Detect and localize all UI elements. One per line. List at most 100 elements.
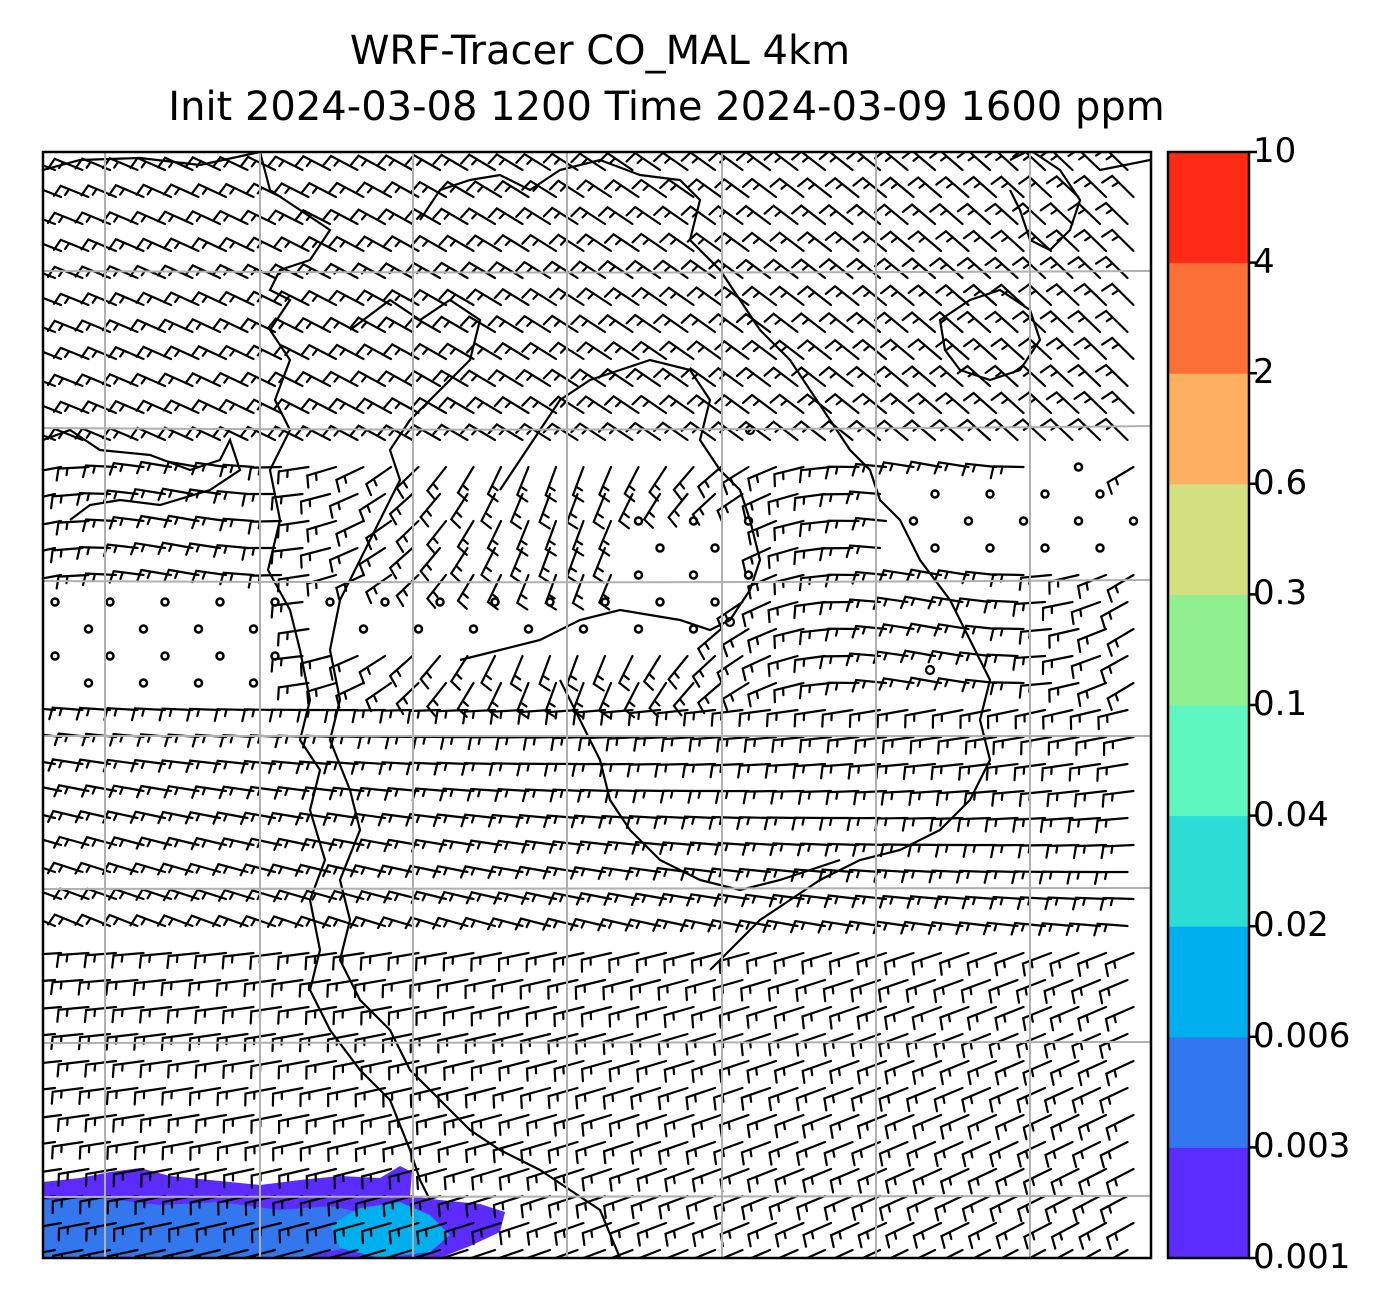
wind-barb: [597, 367, 634, 388]
wind-barb: [1070, 654, 1102, 680]
wind-barb: [907, 230, 943, 253]
wind-barb: [956, 310, 992, 334]
wind-barb: [1071, 1086, 1102, 1114]
wind-barb: [273, 182, 310, 199]
calm-marker: [138, 624, 149, 634]
wind-barb: [598, 465, 613, 503]
wind-barb: [43, 546, 57, 552]
calm-marker: [270, 597, 280, 607]
wind-barb: [223, 1167, 255, 1189]
wind-barb: [185, 759, 222, 774]
wind-barb: [277, 519, 310, 539]
wind-barb: [168, 1221, 200, 1243]
wind-barb: [824, 465, 860, 480]
wind-barb: [519, 1032, 552, 1055]
calm-marker: [985, 543, 995, 553]
wind-barb: [592, 546, 607, 584]
colorbar-label: 0.1: [1253, 684, 1308, 724]
wind-barb: [321, 915, 359, 929]
wind-barb: [460, 207, 497, 226]
wind-barb: [852, 338, 888, 361]
wind-barb: [377, 316, 414, 334]
wind-barb: [218, 236, 255, 253]
wind-barb: [467, 1248, 497, 1258]
wind-barb: [493, 341, 530, 361]
wind-barb: [266, 915, 304, 928]
wind-barb: [602, 1194, 634, 1219]
wind-barb: [988, 1086, 1019, 1113]
wind-barb: [294, 316, 332, 334]
wind-barb: [47, 809, 84, 823]
wind-barb: [1111, 1248, 1129, 1258]
wind-barb: [55, 519, 90, 536]
wind-barb: [213, 544, 249, 558]
wind-barb: [686, 394, 723, 415]
wind-barb: [167, 1167, 200, 1188]
wind-barb: [189, 1140, 222, 1161]
wind-barb: [438, 288, 475, 307]
wind-barb: [1099, 600, 1129, 629]
wind-barb: [763, 258, 799, 280]
wind-barb: [857, 1167, 888, 1194]
wind-barb: [984, 816, 1019, 833]
wind-barb: [773, 681, 805, 704]
wind-barb: [218, 290, 255, 307]
wind-barb: [194, 1059, 228, 1079]
wind-barb: [901, 152, 937, 172]
wind-barb: [1101, 789, 1135, 808]
wind-barb: [625, 367, 662, 388]
wind-barb: [43, 492, 57, 498]
wind-barb: [46, 373, 84, 388]
wind-barb: [480, 546, 497, 584]
wind-barb: [1012, 816, 1047, 833]
wind-barb: [470, 1005, 503, 1027]
wind-barb: [905, 622, 943, 636]
wind-barb: [521, 839, 558, 854]
wind-barb: [498, 1167, 530, 1191]
wind-barb: [267, 425, 304, 442]
wind-barb: [877, 978, 909, 1003]
wind-barb: [575, 1086, 607, 1110]
wind-barb: [493, 179, 530, 199]
wind-barb: [580, 1005, 613, 1028]
wind-barb: [466, 288, 503, 307]
wind-barb: [277, 681, 310, 701]
wind-barb: [1012, 364, 1047, 388]
wind-barb: [994, 1005, 1025, 1031]
wind-barb: [1048, 681, 1080, 703]
wind-barb: [239, 371, 277, 388]
wind-barb: [521, 179, 558, 199]
wind-barb: [1050, 1113, 1080, 1141]
calm-marker: [215, 597, 225, 607]
wind-barb: [415, 1005, 448, 1027]
wind-barb: [791, 204, 827, 226]
wind-barb: [663, 951, 695, 974]
wind-barb: [653, 815, 689, 830]
wind-barb: [1042, 708, 1074, 730]
wind-barb: [659, 789, 695, 804]
wind-barb: [819, 816, 854, 831]
wind-barb: [239, 317, 277, 334]
wind-barb: [1018, 229, 1053, 253]
wind-barb: [714, 339, 750, 361]
wind-barb: [46, 157, 84, 172]
wind-barb: [984, 418, 1019, 442]
wind-barb: [470, 1059, 503, 1082]
wind-barb: [332, 951, 365, 971]
wind-barb: [686, 286, 723, 307]
wind-barb: [298, 978, 332, 998]
wind-barb: [873, 365, 909, 388]
wind-barb: [404, 864, 442, 878]
wind-barb: [157, 426, 194, 442]
wind-barb: [967, 1113, 998, 1140]
wind-barb: [278, 1221, 310, 1244]
wind-barb: [139, 1113, 173, 1133]
wind-barb: [1077, 1113, 1108, 1141]
wind-barb: [51, 1140, 84, 1160]
wind-barb: [603, 178, 640, 199]
wind-barb: [526, 1167, 558, 1191]
wind-barb: [771, 735, 805, 754]
wind-barb: [547, 1032, 579, 1055]
wind-barb: [108, 836, 145, 850]
colorbar-label: 0.02: [1253, 905, 1329, 946]
